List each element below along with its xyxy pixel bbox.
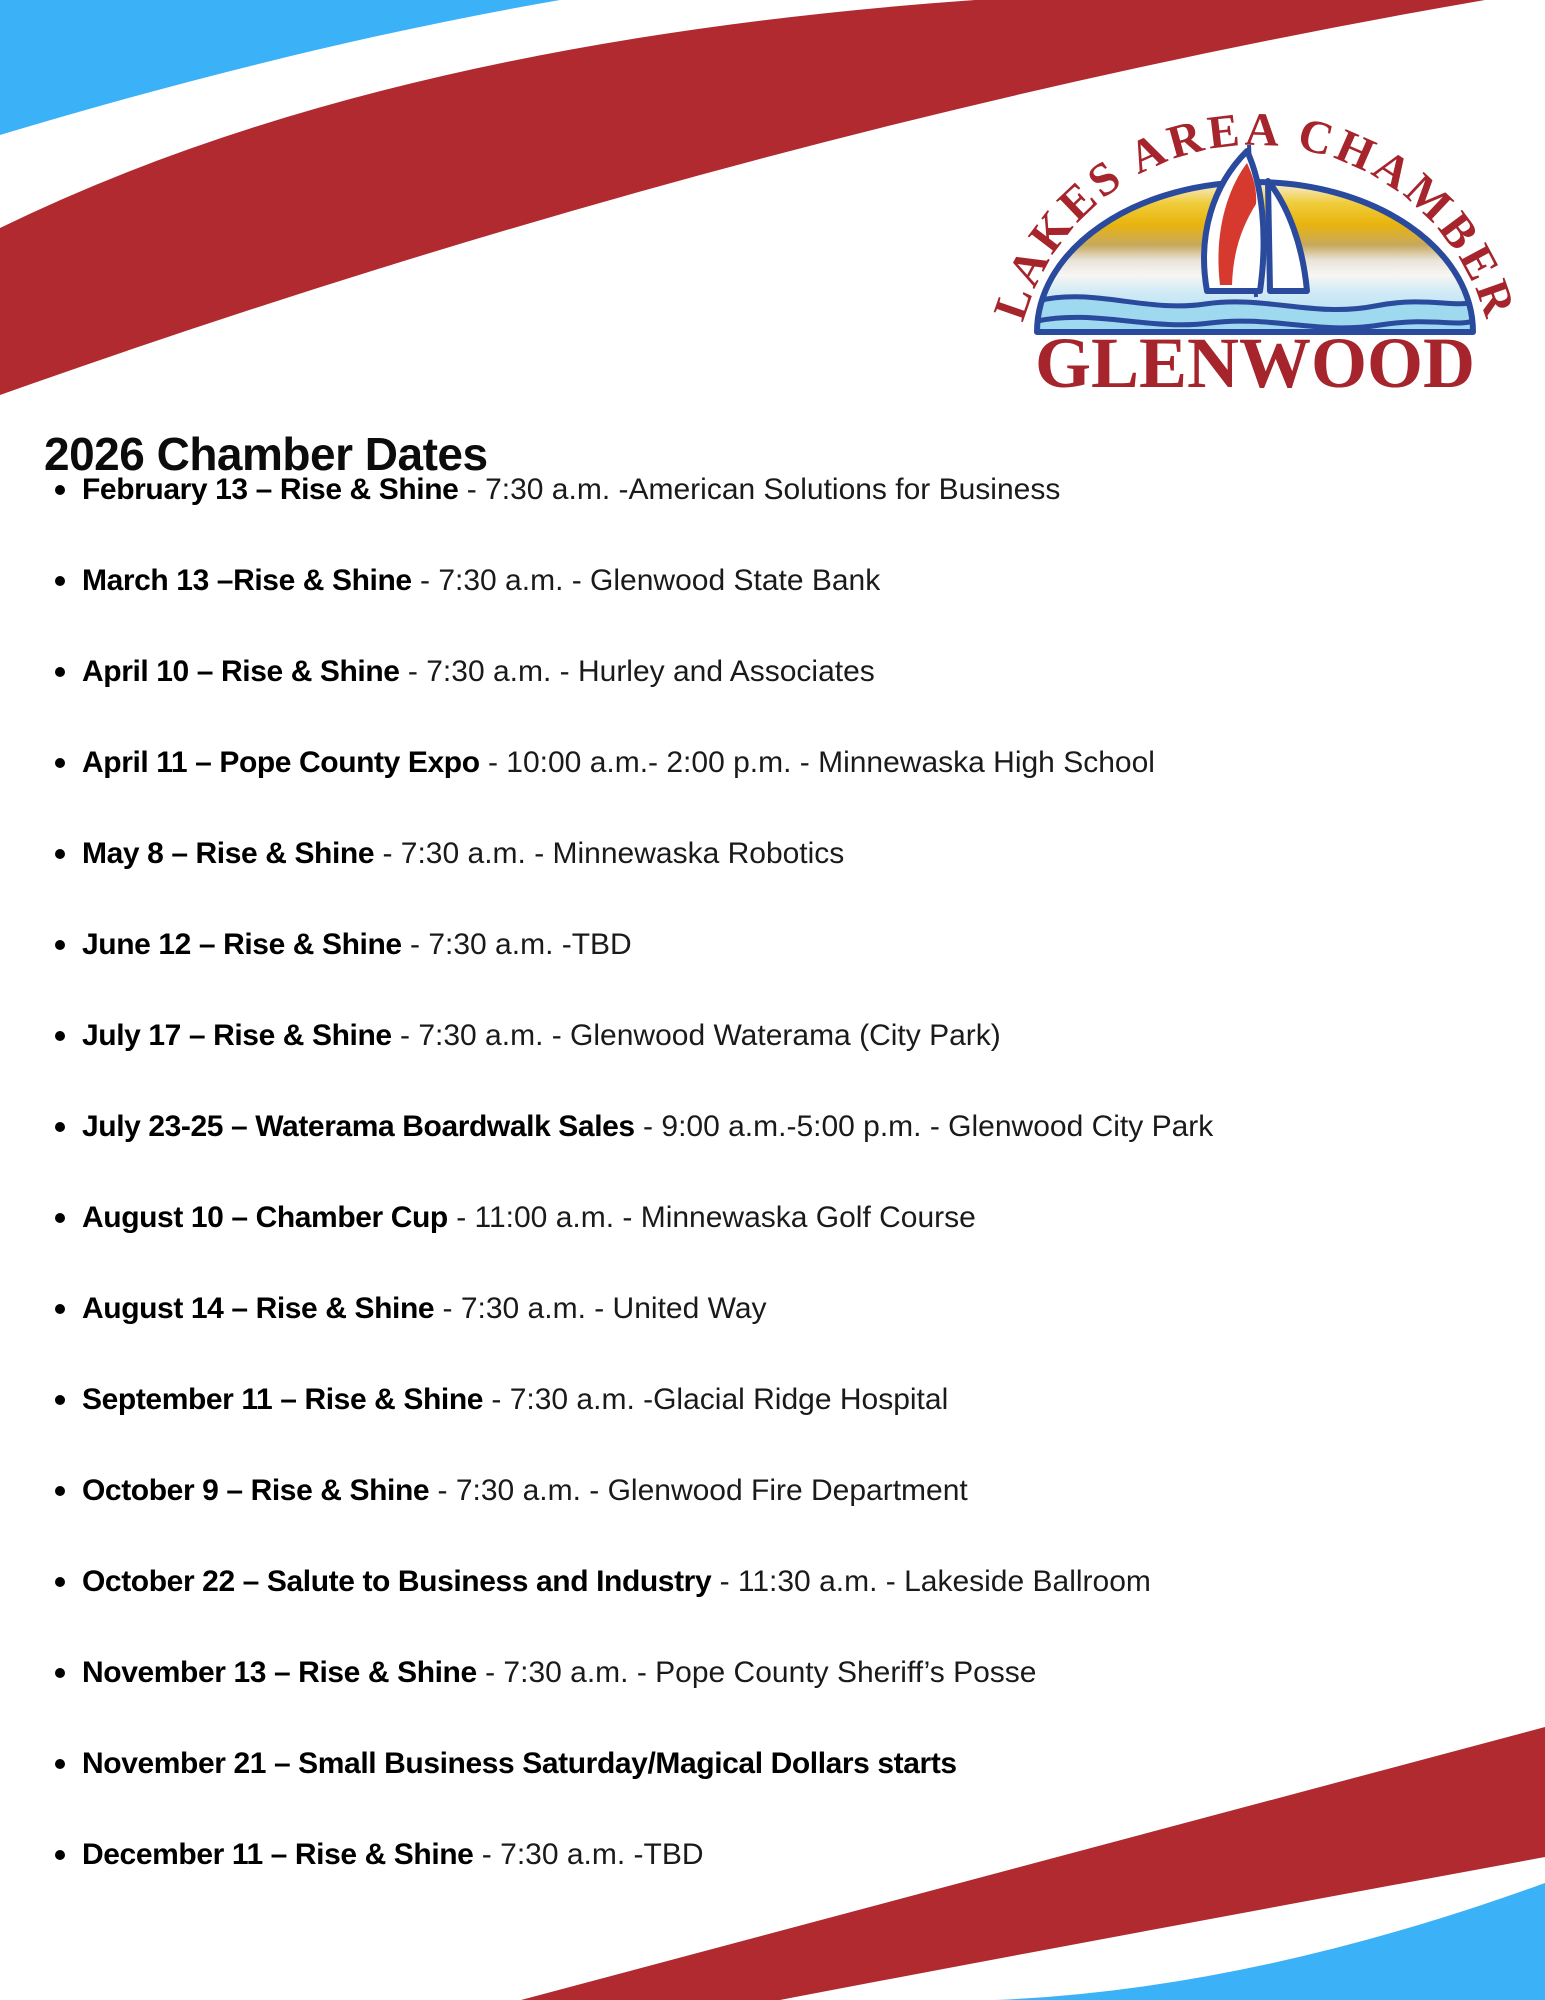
event-date-title: April 11 – Pope County Expo — [82, 746, 480, 779]
event-details: - 7:30 a.m. - Glenwood State Bank — [411, 564, 881, 597]
event-item: August 14 – Rise & Shine - 7:30 a.m. - U… — [44, 1289, 1464, 1328]
event-details: - 7:30 a.m. - Glenwood Fire Department — [429, 1474, 968, 1507]
event-item: October 22 – Salute to Business and Indu… — [44, 1562, 1464, 1601]
event-item: July 23-25 – Waterama Boardwalk Sales - … — [44, 1107, 1464, 1146]
event-item: August 10 – Chamber Cup - 11:00 a.m. - M… — [44, 1198, 1464, 1237]
event-details: - 7:30 a.m. - Glenwood Waterama (City Pa… — [391, 1019, 1001, 1052]
event-item: April 11 – Pope County Expo - 10:00 a.m.… — [44, 743, 1464, 782]
logo-sailboat — [1201, 144, 1310, 298]
event-date-title: August 10 – Chamber Cup — [82, 1201, 448, 1234]
event-item: April 10 – Rise & Shine - 7:30 a.m. - Hu… — [44, 652, 1464, 691]
event-item: February 13 – Rise & Shine - 7:30 a.m. -… — [44, 470, 1464, 509]
event-details: - 11:30 a.m. - Lakeside Ballroom — [711, 1565, 1151, 1598]
event-details: - 7:30 a.m. -TBD — [401, 928, 632, 961]
event-date-title: July 17 – Rise & Shine — [82, 1019, 392, 1052]
logo-sail-red-stripe — [1218, 163, 1257, 285]
event-details: - 7:30 a.m. - United Way — [434, 1292, 767, 1325]
top-blue-stripe — [0, 0, 560, 135]
event-item: July 17 – Rise & Shine - 7:30 a.m. - Gle… — [44, 1016, 1464, 1055]
event-details: - 7:30 a.m. - Minnewaska Robotics — [374, 837, 845, 870]
event-details: - 7:30 a.m. - Hurley and Associates — [399, 655, 875, 688]
event-date-title: February 13 – Rise & Shine — [82, 473, 459, 506]
event-item: November 21 – Small Business Saturday/Ma… — [44, 1744, 1464, 1783]
event-item: November 13 – Rise & Shine - 7:30 a.m. -… — [44, 1653, 1464, 1692]
event-date-title: March 13 –Rise & Shine — [82, 564, 412, 597]
event-date-title: November 13 – Rise & Shine — [82, 1656, 477, 1689]
event-date-title: August 14 – Rise & Shine — [82, 1292, 435, 1325]
event-details: - 7:30 a.m. -TBD — [473, 1838, 704, 1871]
event-details: - 7:30 a.m. - Pope County Sheriff’s Poss… — [476, 1656, 1037, 1689]
logo-jib-sail — [1265, 178, 1310, 294]
event-list: February 13 – Rise & Shine - 7:30 a.m. -… — [44, 470, 1464, 1926]
event-date-title: October 22 – Salute to Business and Indu… — [82, 1565, 712, 1598]
event-item: May 8 – Rise & Shine - 7:30 a.m. - Minne… — [44, 834, 1464, 873]
event-item: March 13 –Rise & Shine - 7:30 a.m. - Gle… — [44, 561, 1464, 600]
event-details: - 9:00 a.m.-5:00 p.m. - Glenwood City Pa… — [634, 1110, 1214, 1143]
event-date-title: April 10 – Rise & Shine — [82, 655, 400, 688]
event-item: October 9 – Rise & Shine - 7:30 a.m. - G… — [44, 1471, 1464, 1510]
event-date-title: July 23-25 – Waterama Boardwalk Sales — [82, 1110, 635, 1143]
event-item: September 11 – Rise & Shine - 7:30 a.m. … — [44, 1380, 1464, 1419]
event-date-title: November 21 – Small Business Saturday/Ma… — [82, 1747, 957, 1780]
event-item: December 11 – Rise & Shine - 7:30 a.m. -… — [44, 1835, 1464, 1874]
event-details: - 10:00 a.m.- 2:00 p.m. - Minnewaska Hig… — [479, 746, 1155, 779]
event-date-title: September 11 – Rise & Shine — [82, 1383, 484, 1416]
event-details: - 11:00 a.m. - Minnewaska Golf Course — [447, 1201, 976, 1234]
event-details: - 7:30 a.m. -Glacial Ridge Hospital — [483, 1383, 949, 1416]
event-item: June 12 – Rise & Shine - 7:30 a.m. -TBD — [44, 925, 1464, 964]
page-title: 2026 Chamber Dates — [44, 427, 488, 480]
event-date-title: October 9 – Rise & Shine — [82, 1474, 430, 1507]
logo-city-text: GLENWOOD — [1035, 323, 1475, 403]
event-date-title: May 8 – Rise & Shine — [82, 837, 375, 870]
chamber-logo: LAKES AREA CHAMBER GLENWOOD — [984, 104, 1522, 403]
event-details: - 7:30 a.m. -American Solutions for Busi… — [458, 473, 1061, 506]
event-date-title: June 12 – Rise & Shine — [82, 928, 402, 961]
event-date-title: December 11 – Rise & Shine — [82, 1838, 474, 1871]
